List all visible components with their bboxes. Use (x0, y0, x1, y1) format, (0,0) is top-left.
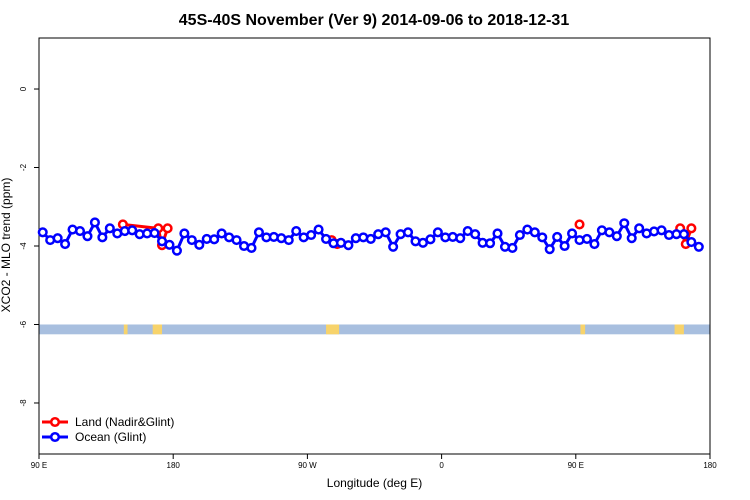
ocean-point (417, 237, 429, 248)
legend: Land (Nadir&Glint)Ocean (Glint) (42, 415, 174, 444)
ocean-point (320, 233, 332, 244)
ocean-point (60, 238, 71, 250)
ocean-point (216, 228, 227, 239)
x-tick-label: 90 E (568, 461, 584, 470)
ocean-point (127, 225, 138, 236)
axis-ticks: 90 E 180 90 W 0 90 E 180 0 -2 -4 -6 -8 (19, 86, 717, 470)
land-point (686, 223, 697, 234)
ocean-point (567, 228, 578, 239)
legend-label: Land (Nadir&Glint) (75, 415, 174, 429)
y-tick-label: 0 (19, 86, 28, 91)
ocean-point (156, 236, 168, 247)
ocean-point (686, 237, 697, 248)
ocean-point (149, 227, 160, 239)
land-band-patch (674, 324, 684, 335)
ocean-point (37, 227, 48, 238)
land-band-patch (580, 324, 586, 335)
ocean-point (82, 231, 93, 242)
ocean-point (306, 229, 317, 241)
ocean-point (507, 242, 518, 254)
series-layer (37, 217, 704, 256)
land-band-patch (326, 324, 340, 335)
ocean-point (74, 226, 86, 237)
y-tick-label: -4 (19, 242, 28, 250)
ocean-point (89, 217, 100, 228)
ocean-point (678, 229, 689, 240)
plot-frame (38, 37, 711, 455)
ocean-point (104, 223, 115, 234)
ocean-point (559, 240, 570, 252)
ocean-point (164, 239, 175, 250)
legend-marker (49, 416, 61, 428)
ocean-point (246, 242, 257, 254)
ocean-point (693, 241, 704, 252)
ocean-point (619, 218, 630, 229)
chart-title: 45S-40S November (Ver 9) 2014-09-06 to 2… (179, 12, 570, 29)
x-tick-label: 90 E (31, 461, 47, 470)
ocean-point (537, 232, 548, 243)
ocean-point (52, 233, 63, 244)
ocean-point (611, 231, 622, 242)
ocean-point (253, 227, 264, 238)
ocean-point (209, 234, 220, 245)
ocean-point (97, 232, 108, 243)
ocean-point (514, 229, 525, 241)
ocean-point (425, 234, 436, 245)
ocean-point (365, 233, 376, 244)
ocean-point (552, 231, 563, 243)
ocean-point (455, 233, 466, 244)
ocean-point (179, 228, 190, 239)
land-band-patch (152, 324, 163, 335)
y-tick-label: -8 (19, 399, 28, 407)
ocean-point (470, 229, 481, 240)
ocean-point (313, 224, 324, 235)
surface-band (39, 324, 710, 335)
ocean-point (656, 225, 667, 236)
ocean-point (626, 233, 637, 244)
legend-label: Ocean (Glint) (75, 430, 146, 444)
ocean-point (492, 228, 503, 239)
ocean-point (186, 235, 197, 246)
ocean-point (403, 227, 414, 238)
ocean-point (634, 223, 645, 234)
legend-marker (49, 431, 61, 443)
ocean-point (231, 235, 242, 246)
ocean-point (485, 238, 496, 249)
ocean-point (343, 240, 354, 251)
x-tick-label: 90 W (298, 461, 317, 470)
ocean-point (581, 233, 593, 244)
land-point (162, 223, 173, 234)
x-tick-label: 180 (167, 461, 181, 470)
ocean-point (194, 239, 205, 250)
ocean-point (529, 227, 540, 238)
ocean-point (291, 226, 302, 237)
ocean-point (604, 227, 615, 238)
y-tick-label: -6 (19, 320, 28, 328)
land-point (574, 219, 585, 230)
ocean-point (171, 245, 182, 256)
x-tick-label: 0 (439, 461, 444, 470)
x-tick-label: 180 (703, 461, 717, 470)
x-axis-label: Longitude (deg E) (327, 476, 422, 490)
y-axis-label: XCO2 - MLO trend (ppm) (0, 178, 13, 313)
ocean-point (544, 244, 555, 255)
ocean-point (589, 238, 600, 250)
sea-band (39, 324, 710, 335)
land-band-patch (123, 324, 128, 335)
y-tick-label: -2 (19, 163, 28, 171)
ocean-point (432, 227, 443, 238)
ocean-point (283, 235, 294, 246)
ocean-point (388, 241, 399, 252)
ocean-point (380, 227, 391, 238)
